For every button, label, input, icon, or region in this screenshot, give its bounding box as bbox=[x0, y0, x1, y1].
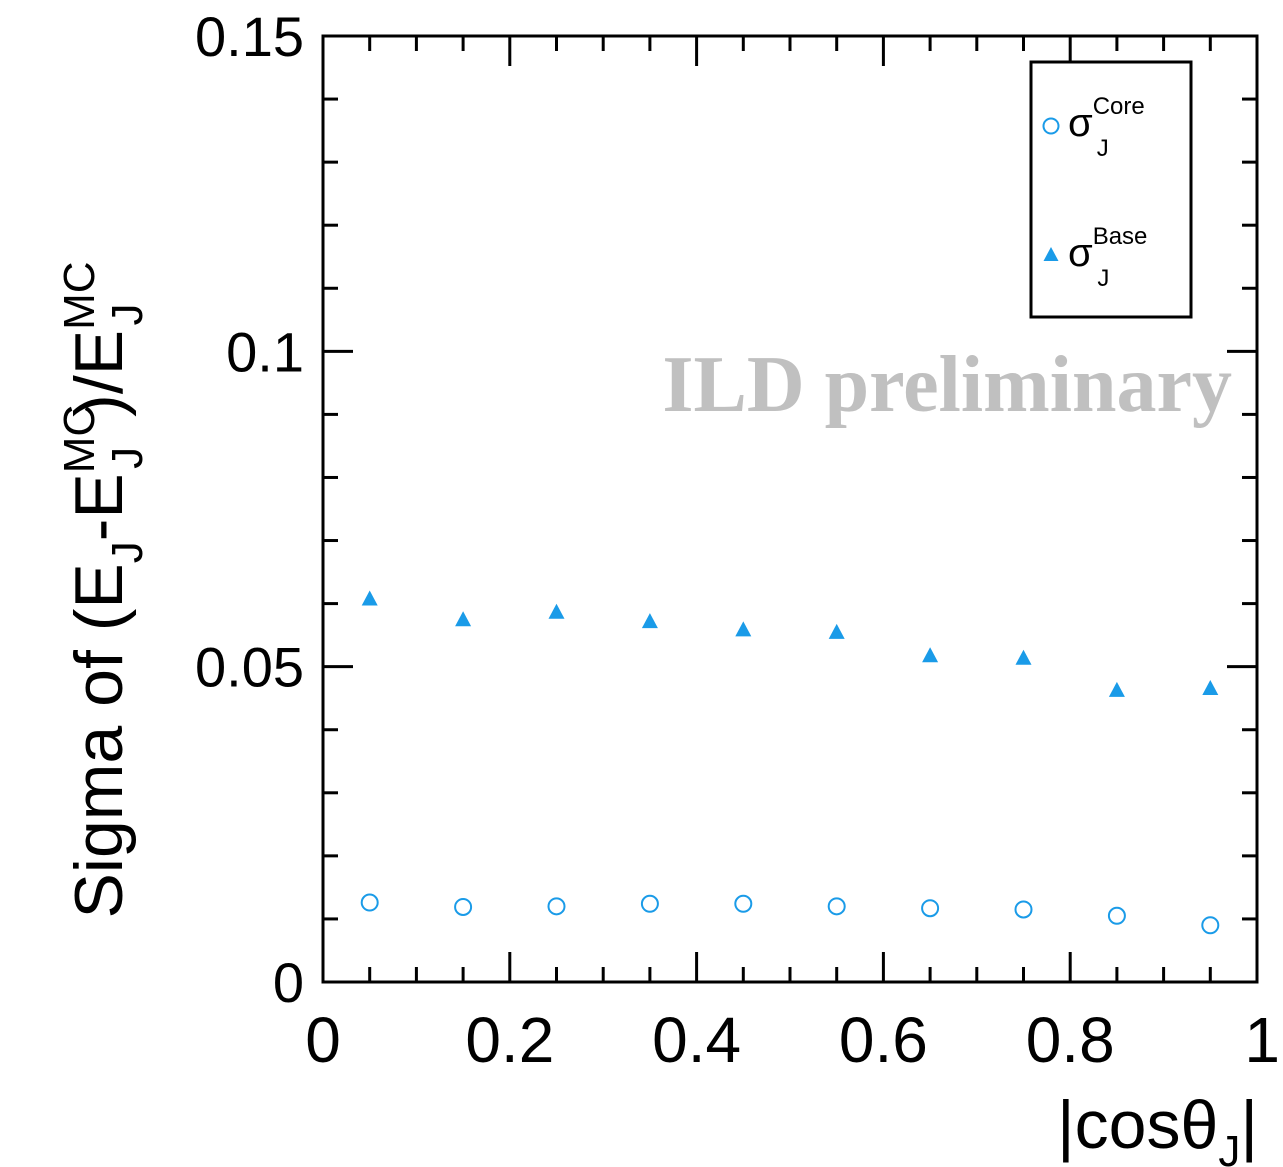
core-point bbox=[734, 894, 753, 913]
base-point bbox=[922, 647, 939, 663]
y-axis-title: Sigma of (EJ-EMCJ)/EMCJ bbox=[55, 261, 152, 918]
core-point bbox=[360, 893, 379, 912]
base-point bbox=[735, 621, 752, 637]
x-tick-label: 0 bbox=[305, 1004, 341, 1076]
y-tick-label: 0.15 bbox=[195, 5, 304, 68]
core-point bbox=[1014, 900, 1033, 919]
axis-ticks bbox=[321, 34, 1259, 984]
x-tick-label: 0.4 bbox=[652, 1004, 741, 1076]
legend-core-marker bbox=[1042, 117, 1060, 135]
y-tick-label: 0 bbox=[273, 951, 304, 1014]
tick-labels: 0 0.2 0.4 0.6 0.8 1 0 0.05 0.1 0.15 bbox=[195, 5, 1280, 1076]
base-point bbox=[1015, 649, 1032, 665]
base-point bbox=[828, 623, 845, 639]
legend-core-label: σCore J bbox=[1068, 93, 1145, 162]
base-point bbox=[1202, 680, 1219, 696]
core-point bbox=[454, 897, 473, 916]
legend-box bbox=[1029, 60, 1193, 319]
base-point bbox=[641, 613, 658, 629]
x-tick-label: 0.8 bbox=[1026, 1004, 1115, 1076]
x-axis-title: |cosθJ| bbox=[1057, 1087, 1258, 1167]
core-point bbox=[827, 897, 846, 916]
y-tick-label: 0.05 bbox=[195, 636, 304, 699]
data-markers bbox=[360, 590, 1220, 935]
base-point bbox=[1108, 681, 1125, 697]
x-tick-label: 0.2 bbox=[465, 1004, 554, 1076]
legend-base-marker bbox=[1043, 247, 1059, 261]
base-point bbox=[548, 603, 565, 619]
x-tick-label: 0.6 bbox=[839, 1004, 928, 1076]
y-tick-label: 0.1 bbox=[226, 320, 304, 383]
core-point bbox=[1107, 906, 1126, 925]
core-point bbox=[547, 897, 566, 916]
legend-base-label: σBase J bbox=[1068, 223, 1147, 292]
plot-frame bbox=[321, 34, 1259, 984]
base-point bbox=[455, 611, 472, 627]
core-point bbox=[921, 899, 940, 918]
x-tick-label: 1 bbox=[1244, 1004, 1280, 1076]
core-point bbox=[1201, 916, 1220, 935]
legend: σCore J σBase J bbox=[1029, 60, 1193, 319]
base-point bbox=[361, 590, 378, 606]
core-point bbox=[640, 894, 659, 913]
watermark-annotation: ILD preliminary bbox=[662, 341, 1232, 429]
